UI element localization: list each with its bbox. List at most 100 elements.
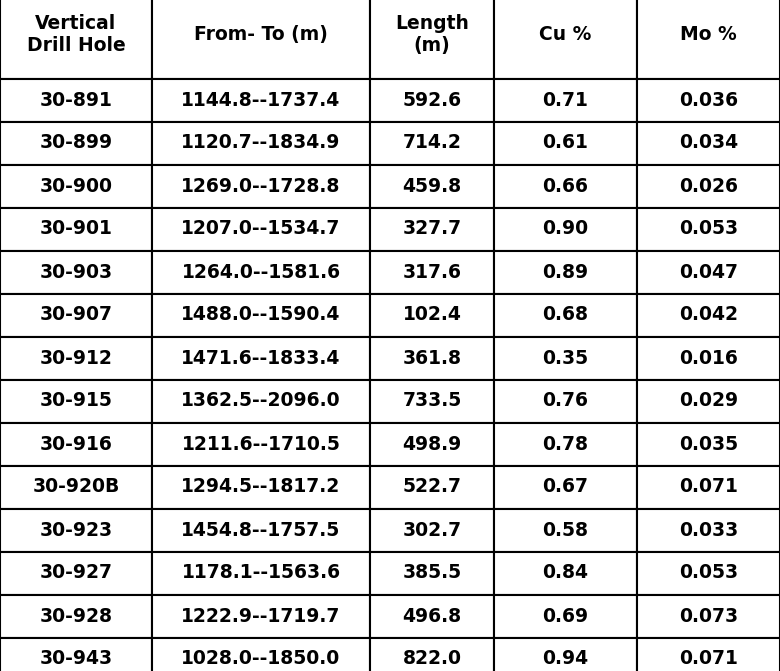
Text: 0.042: 0.042 xyxy=(679,305,738,325)
Text: Mo %: Mo % xyxy=(680,25,737,44)
Text: 327.7: 327.7 xyxy=(402,219,462,238)
Text: 459.8: 459.8 xyxy=(402,176,462,195)
Bar xyxy=(370,79,494,121)
Bar xyxy=(637,336,780,380)
Text: 30-927: 30-927 xyxy=(40,564,112,582)
Text: 0.016: 0.016 xyxy=(679,348,738,368)
Bar xyxy=(494,250,637,293)
Text: 0.94: 0.94 xyxy=(542,650,589,668)
Bar xyxy=(152,164,370,207)
Text: 1120.7--1834.9: 1120.7--1834.9 xyxy=(181,134,341,152)
Bar xyxy=(370,250,494,293)
Bar xyxy=(152,79,370,121)
Bar xyxy=(637,0,780,79)
Bar xyxy=(0,164,152,207)
Text: 0.90: 0.90 xyxy=(542,219,589,238)
Bar xyxy=(637,509,780,552)
Text: 30-943: 30-943 xyxy=(40,650,112,668)
Text: 0.76: 0.76 xyxy=(543,391,588,411)
Bar xyxy=(370,595,494,637)
Text: 30-920B: 30-920B xyxy=(32,478,119,497)
Text: 0.67: 0.67 xyxy=(543,478,588,497)
Bar xyxy=(0,0,152,79)
Bar xyxy=(152,552,370,595)
Bar xyxy=(152,509,370,552)
Bar xyxy=(0,293,152,336)
Text: 1028.0--1850.0: 1028.0--1850.0 xyxy=(182,650,341,668)
Bar xyxy=(370,164,494,207)
Text: 0.68: 0.68 xyxy=(543,305,588,325)
Bar xyxy=(637,637,780,671)
Text: 0.047: 0.047 xyxy=(679,262,738,282)
Bar xyxy=(494,293,637,336)
Bar xyxy=(494,164,637,207)
Text: 0.036: 0.036 xyxy=(679,91,738,109)
Text: 1362.5--2096.0: 1362.5--2096.0 xyxy=(181,391,341,411)
Bar xyxy=(370,336,494,380)
Bar xyxy=(637,207,780,250)
Bar xyxy=(494,423,637,466)
Bar xyxy=(637,79,780,121)
Bar xyxy=(494,637,637,671)
Text: 733.5: 733.5 xyxy=(402,391,462,411)
Bar xyxy=(637,250,780,293)
Text: 317.6: 317.6 xyxy=(402,262,462,282)
Bar xyxy=(637,466,780,509)
Text: 302.7: 302.7 xyxy=(402,521,462,539)
Text: 1488.0--1590.4: 1488.0--1590.4 xyxy=(181,305,341,325)
Text: 1144.8--1737.4: 1144.8--1737.4 xyxy=(182,91,341,109)
Text: 30-903: 30-903 xyxy=(40,262,112,282)
Bar xyxy=(494,336,637,380)
Bar xyxy=(370,293,494,336)
Text: 0.035: 0.035 xyxy=(679,435,738,454)
Text: 0.071: 0.071 xyxy=(679,650,738,668)
Text: 714.2: 714.2 xyxy=(402,134,462,152)
Text: 0.053: 0.053 xyxy=(679,219,738,238)
Text: 30-928: 30-928 xyxy=(40,607,112,625)
Bar xyxy=(370,552,494,595)
Text: 0.053: 0.053 xyxy=(679,564,738,582)
Text: 0.034: 0.034 xyxy=(679,134,738,152)
Text: 0.84: 0.84 xyxy=(543,564,588,582)
Text: 0.029: 0.029 xyxy=(679,391,738,411)
Text: 361.8: 361.8 xyxy=(402,348,462,368)
Bar xyxy=(494,552,637,595)
Text: 385.5: 385.5 xyxy=(402,564,462,582)
Text: 0.58: 0.58 xyxy=(543,521,588,539)
Text: Cu %: Cu % xyxy=(539,25,592,44)
Bar xyxy=(0,552,152,595)
Bar xyxy=(0,466,152,509)
Text: 0.69: 0.69 xyxy=(542,607,589,625)
Bar xyxy=(494,380,637,423)
Bar xyxy=(152,250,370,293)
Text: 30-916: 30-916 xyxy=(40,435,112,454)
Text: 1178.1--1563.6: 1178.1--1563.6 xyxy=(182,564,341,582)
Text: 30-907: 30-907 xyxy=(40,305,112,325)
Bar xyxy=(637,423,780,466)
Bar xyxy=(152,121,370,164)
Bar xyxy=(152,380,370,423)
Text: 498.9: 498.9 xyxy=(402,435,462,454)
Bar xyxy=(370,637,494,671)
Bar xyxy=(0,637,152,671)
Text: 1207.0--1534.7: 1207.0--1534.7 xyxy=(181,219,341,238)
Text: 0.033: 0.033 xyxy=(679,521,738,539)
Bar xyxy=(494,466,637,509)
Bar xyxy=(0,336,152,380)
Bar xyxy=(152,423,370,466)
Text: 1211.6--1710.5: 1211.6--1710.5 xyxy=(182,435,340,454)
Text: 0.071: 0.071 xyxy=(679,478,738,497)
Bar xyxy=(494,0,637,79)
Text: 0.66: 0.66 xyxy=(543,176,588,195)
Text: Length
(m): Length (m) xyxy=(395,14,469,55)
Bar xyxy=(370,509,494,552)
Bar xyxy=(637,552,780,595)
Text: 1471.6--1833.4: 1471.6--1833.4 xyxy=(181,348,341,368)
Text: 30-891: 30-891 xyxy=(40,91,112,109)
Text: 30-915: 30-915 xyxy=(40,391,112,411)
Text: 0.026: 0.026 xyxy=(679,176,738,195)
Text: 496.8: 496.8 xyxy=(402,607,462,625)
Text: 0.89: 0.89 xyxy=(542,262,589,282)
Bar xyxy=(494,207,637,250)
Bar xyxy=(637,380,780,423)
